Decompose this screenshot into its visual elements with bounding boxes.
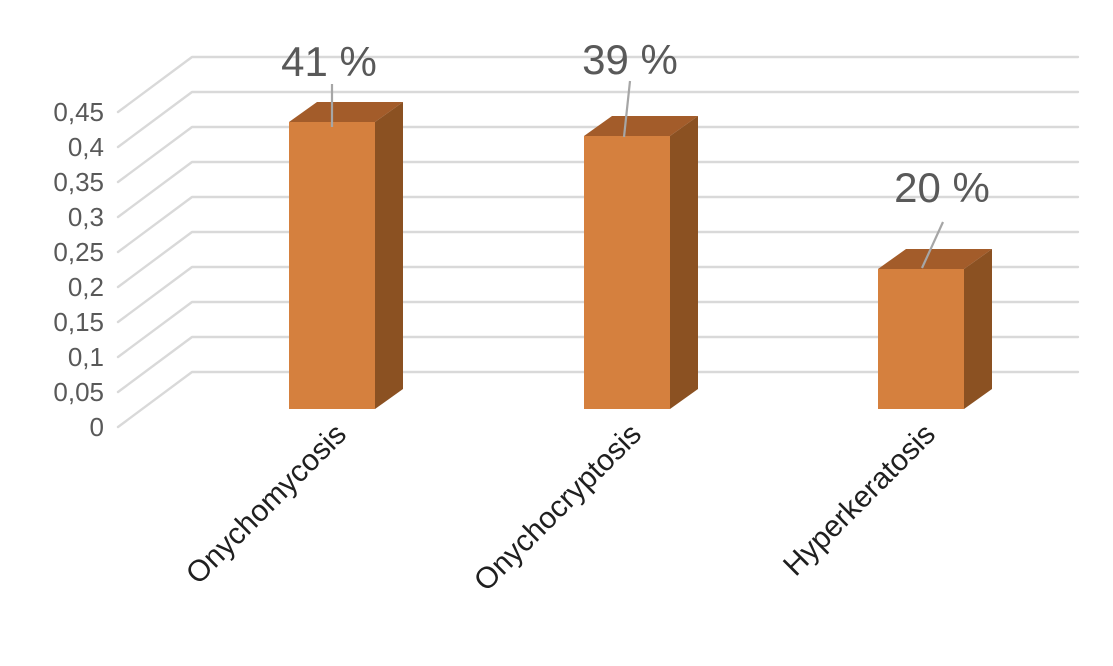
gridline (116, 55, 1080, 114)
data-label: 41 % (281, 38, 377, 85)
bar-hyperkeratosis (878, 249, 992, 409)
y-tick-label: 0,3 (68, 202, 104, 232)
data-labels: 41 % 39 % 20 % (281, 36, 990, 211)
leader-lines (330, 80, 945, 269)
bar-top-face (584, 116, 698, 136)
bar-onychocryptosis (584, 116, 698, 409)
leader-line (920, 221, 945, 269)
y-tick-label: 0,2 (68, 272, 104, 302)
bar-side-face (670, 116, 698, 409)
gridline (116, 265, 1080, 324)
bar-onychomycosis (289, 102, 403, 409)
bar-side-face (964, 249, 992, 409)
y-tick-label: 0,45 (53, 97, 104, 127)
y-tick-label: 0,25 (53, 237, 104, 267)
bar-top-face (289, 102, 403, 122)
gridline (116, 335, 1080, 394)
x-category-label: Onychocryptosis (468, 418, 648, 598)
gridlines (116, 55, 1080, 429)
bar-side-face (375, 102, 403, 409)
y-axis-tick-labels: 0 0,05 0,1 0,15 0,2 0,25 0,3 0,35 0,4 0,45 (53, 97, 104, 442)
y-tick-label: 0,4 (68, 132, 104, 162)
gridline (116, 230, 1080, 289)
bar-top-face (878, 249, 992, 269)
x-category-label: Onychomycosis (180, 418, 353, 591)
bar-front-face (584, 136, 670, 409)
bar-front-face (289, 122, 375, 409)
y-tick-label: 0,1 (68, 342, 104, 372)
gridline (116, 90, 1080, 149)
leader-line (622, 80, 632, 138)
x-axis-category-labels: Onychomycosis Onychocryptosis Hyperkeratos… (180, 418, 942, 598)
gridline (116, 125, 1080, 184)
data-label: 39 % (582, 36, 678, 83)
y-tick-label: 0,15 (53, 307, 104, 337)
y-tick-label: 0,05 (53, 377, 104, 407)
gridline (116, 195, 1080, 254)
y-tick-label: 0,35 (53, 167, 104, 197)
gridline (116, 370, 1080, 429)
data-label: 20 % (894, 164, 990, 211)
x-category-label: Hyperkeratosis (777, 418, 942, 583)
y-tick-label: 0 (90, 412, 104, 442)
gridline (116, 160, 1080, 219)
bar-front-face (878, 269, 964, 409)
gridline (116, 300, 1080, 359)
